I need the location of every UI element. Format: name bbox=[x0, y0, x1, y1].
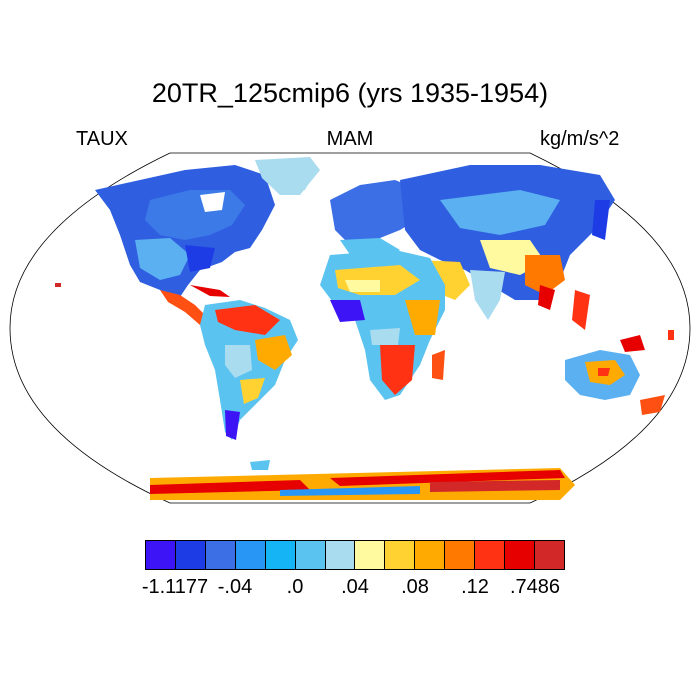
colorbar-swatch bbox=[205, 541, 236, 569]
colorbar-swatch bbox=[175, 541, 206, 569]
season-label: MAM bbox=[326, 128, 374, 150]
north-america bbox=[95, 160, 315, 300]
colorbar-swatch bbox=[325, 541, 356, 569]
colorbar-tick-label: -.04 bbox=[217, 576, 253, 598]
colorbar-swatch bbox=[475, 541, 506, 569]
colorbar-swatch bbox=[534, 541, 564, 569]
greenland bbox=[255, 157, 320, 195]
central-america bbox=[160, 285, 230, 325]
colorbar-tick-label: .08 bbox=[401, 576, 429, 598]
island-marker bbox=[668, 330, 674, 340]
colorbar-tick-label: -1.1177 bbox=[141, 576, 209, 598]
colorbar-swatch bbox=[146, 541, 176, 569]
colorbar-tick-label: .0 bbox=[286, 576, 304, 598]
colorbar-tick-label: .12 bbox=[461, 576, 489, 598]
colorbar-swatch bbox=[265, 541, 296, 569]
antarctica bbox=[150, 460, 575, 500]
colorbar-swatch bbox=[505, 541, 535, 569]
colorbar-swatch bbox=[355, 541, 386, 569]
asia bbox=[400, 165, 615, 330]
plot-title: 20TR_125cmip6 (yrs 1935-1954) bbox=[151, 78, 549, 108]
south-america bbox=[200, 300, 298, 440]
variable-label: TAUX bbox=[76, 128, 128, 150]
colorbar-swatch bbox=[445, 541, 476, 569]
hawaii-marker bbox=[55, 283, 61, 287]
colorbar-tick-label: .7486 bbox=[509, 576, 561, 598]
africa bbox=[320, 250, 445, 400]
australia bbox=[565, 335, 665, 415]
colorbar-tick-label: .04 bbox=[341, 576, 369, 598]
colorbar-swatch bbox=[235, 541, 266, 569]
units-label: kg/m/s^2 bbox=[540, 128, 620, 150]
colorbar-swatch bbox=[415, 541, 446, 569]
colorbar-swatch bbox=[385, 541, 416, 569]
colorbar-swatch bbox=[295, 541, 326, 569]
colorbar bbox=[145, 540, 565, 570]
